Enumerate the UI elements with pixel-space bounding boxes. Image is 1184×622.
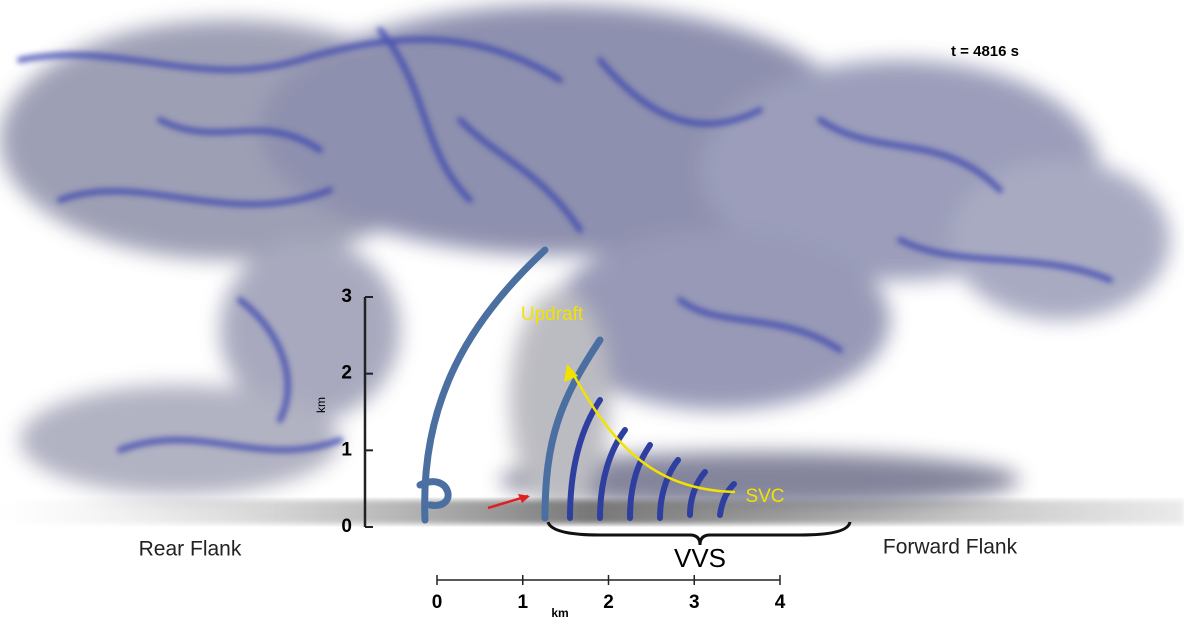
vertical-scale-label: 0 <box>341 516 352 537</box>
vvs-label: VVS <box>674 543 726 573</box>
time-label: t = 4816 s <box>951 43 1019 60</box>
updraft-label: Updraft <box>521 304 584 325</box>
horizontal-scale-label: 2 <box>603 592 614 613</box>
horizontal-scale-label: 0 <box>432 592 443 613</box>
vertical-scale-label: 1 <box>341 439 352 460</box>
svc-label: SVC <box>745 486 784 507</box>
cloud-render <box>0 5 1184 524</box>
vvs-brace <box>548 522 850 545</box>
horizontal-scale-label: 4 <box>775 592 786 613</box>
horizontal-scale-unit: km <box>551 606 568 620</box>
rear-flank-label: Rear Flank <box>139 538 242 561</box>
vertical-scale-label: 2 <box>341 363 352 384</box>
horizontal-scale-label: 1 <box>517 592 528 613</box>
vertical-scale-label: 3 <box>341 286 352 307</box>
figure: t = 4816 s Updraft SVC VVS Rear Flank Fo… <box>0 0 1184 622</box>
horizontal-scale-label: 3 <box>689 592 700 613</box>
forward-flank-label: Forward Flank <box>883 536 1018 559</box>
vertical-scale-unit: km <box>314 397 328 413</box>
